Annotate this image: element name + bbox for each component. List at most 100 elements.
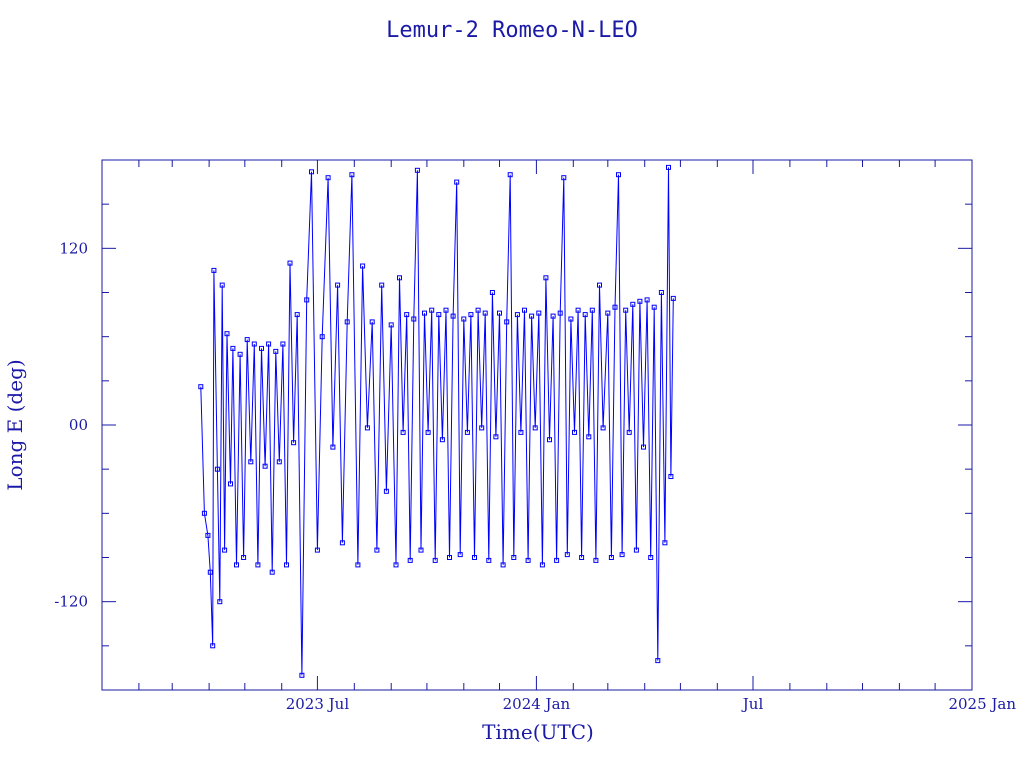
data-point	[500, 562, 506, 568]
data-point	[564, 552, 570, 558]
data-point	[248, 459, 254, 465]
data-point	[593, 557, 599, 563]
data-point	[325, 175, 331, 181]
data-point	[364, 425, 370, 431]
data-point	[479, 425, 485, 431]
data-point	[666, 164, 671, 170]
x-axis-ticks: 2023 Jul 2024 Jan Jul 2025 Jan	[101, 160, 1016, 713]
data-point	[222, 547, 228, 553]
data-point	[658, 290, 664, 295]
data-point	[255, 562, 261, 568]
data-point	[422, 310, 427, 316]
data-point	[547, 437, 552, 443]
data-point	[525, 557, 531, 563]
data-point	[668, 474, 674, 479]
data-point	[314, 547, 320, 553]
data-point	[280, 341, 286, 347]
plot-frame	[101, 159, 973, 691]
data-point	[291, 440, 297, 446]
data-point	[439, 437, 445, 443]
data-point	[414, 167, 420, 173]
data-point	[655, 658, 661, 664]
data-point	[369, 319, 375, 325]
data-point	[299, 672, 305, 678]
data-point	[360, 263, 366, 269]
data-point	[554, 557, 560, 563]
x-tick-label: Jul	[741, 695, 764, 713]
data-point	[379, 282, 385, 288]
data-point	[443, 307, 449, 313]
data-point	[454, 179, 460, 185]
data-point	[393, 562, 399, 568]
data-point	[205, 532, 211, 538]
data-point	[201, 510, 207, 516]
y-axis-ticks: 120 00 -120	[54, 159, 972, 691]
data-point	[244, 337, 250, 343]
data-point	[374, 547, 380, 553]
data-point	[543, 275, 549, 281]
data-point	[633, 547, 639, 553]
data-point	[561, 175, 567, 181]
data-point	[276, 459, 282, 465]
data-point	[383, 488, 389, 494]
data-point	[586, 434, 592, 440]
x-tick-label: 2024 Jan	[503, 695, 571, 713]
data-point	[355, 562, 361, 568]
data-point	[461, 316, 467, 322]
data-point	[662, 540, 668, 546]
data-point	[582, 312, 588, 318]
data-point	[536, 310, 542, 316]
data-point	[623, 307, 629, 313]
series-group	[198, 164, 676, 678]
data-point	[447, 555, 452, 560]
data-point	[457, 552, 463, 558]
data-point	[228, 481, 233, 487]
data-point	[608, 555, 614, 560]
data-point	[309, 169, 314, 175]
data-point	[262, 463, 268, 469]
data-point	[605, 310, 611, 316]
data-point	[529, 313, 535, 319]
data-point	[630, 301, 636, 307]
data-point	[284, 562, 289, 568]
x-axis-label: Time(UTC)	[482, 720, 594, 744]
data-point	[579, 555, 585, 560]
data-point	[504, 319, 510, 325]
data-point	[522, 307, 527, 313]
data-point	[644, 297, 650, 303]
data-point	[234, 562, 239, 568]
data-point	[518, 429, 524, 435]
data-point	[411, 316, 417, 322]
data-point	[641, 444, 646, 450]
y-tick-label: -120	[54, 593, 88, 611]
x-tick-label: 2025 Jan	[948, 695, 1016, 713]
data-point	[259, 345, 264, 351]
data-point	[273, 348, 279, 354]
data-point	[568, 316, 574, 322]
data-point	[616, 172, 621, 178]
data-point	[269, 569, 275, 575]
data-point	[388, 322, 394, 328]
data-point	[400, 429, 406, 435]
data-point	[489, 290, 495, 295]
data-point	[472, 555, 477, 560]
chart-title: Lemur-2 Romeo-N-LEO	[386, 18, 638, 43]
data-point	[230, 345, 236, 351]
data-point	[436, 312, 442, 318]
data-point	[237, 351, 243, 357]
data-point	[319, 334, 325, 340]
data-point	[539, 562, 545, 568]
data-point	[475, 307, 481, 313]
y-tick-label: 120	[59, 239, 88, 257]
data-point	[589, 307, 595, 313]
data-point	[198, 384, 204, 390]
data-point	[482, 310, 488, 316]
data-point	[637, 298, 643, 304]
data-point	[626, 429, 632, 435]
data-point	[429, 307, 435, 313]
data-point	[575, 307, 581, 313]
data-point	[304, 297, 310, 303]
y-axis-label: Long E (deg)	[3, 359, 27, 490]
data-point	[211, 267, 217, 273]
data-point	[266, 341, 272, 347]
